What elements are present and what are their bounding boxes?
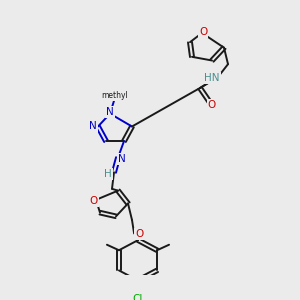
Text: Cl: Cl	[133, 294, 143, 300]
Text: N: N	[89, 122, 97, 131]
Text: N: N	[106, 107, 114, 117]
Text: H: H	[104, 169, 112, 179]
Text: N: N	[118, 154, 126, 164]
Text: O: O	[135, 229, 143, 239]
Text: O: O	[199, 27, 207, 37]
Text: O: O	[208, 100, 216, 110]
Text: HN: HN	[204, 73, 220, 83]
Text: methyl: methyl	[102, 91, 128, 100]
Text: O: O	[90, 196, 98, 206]
